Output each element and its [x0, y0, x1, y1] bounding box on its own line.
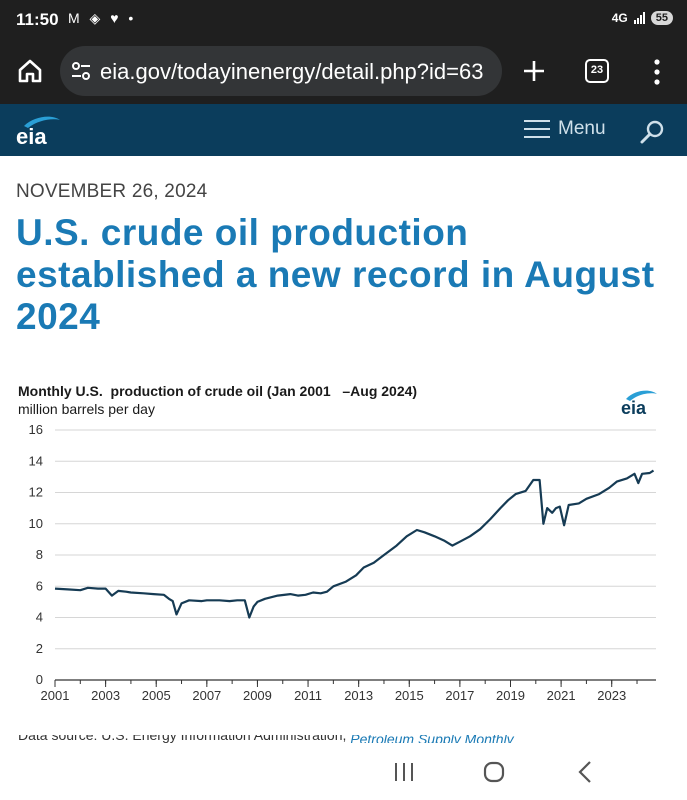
y-tick-label: 8	[36, 547, 43, 562]
home-icon[interactable]	[16, 57, 44, 85]
x-tick-label: 2011	[294, 688, 322, 703]
menu-label: Menu	[558, 118, 606, 139]
y-tick-label: 0	[36, 672, 43, 687]
back-icon[interactable]	[575, 759, 595, 785]
recents-icon[interactable]	[393, 761, 415, 783]
y-tick-label: 4	[36, 610, 43, 625]
source-prefix: Data source: U.S. Energy Information Adm…	[18, 735, 351, 743]
browser-toolbar: eia.gov/todayinenergy/detail.php?id=63 2…	[0, 40, 687, 104]
chart-logo-text: eia	[621, 398, 647, 417]
notification-icons: M ◈ ♥ •	[68, 10, 137, 26]
tune-icon[interactable]	[70, 60, 92, 82]
series-line	[54, 469, 655, 619]
y-tick-label: 2	[36, 641, 43, 656]
x-tick-label: 2013	[344, 688, 373, 703]
tabs-icon[interactable]: 23	[585, 59, 609, 83]
y-tick-label: 10	[29, 516, 43, 531]
menu-button[interactable]: Menu	[524, 118, 606, 140]
system-nav-bar	[0, 744, 687, 800]
x-tick-label: 2001	[41, 688, 70, 703]
source-link[interactable]: Petroleum Supply Monthly	[350, 735, 514, 743]
production-line-chart: 0 2 4 6 8 10 12 14 16 2001 2003 2005 2007 2009 2011 201…	[29, 422, 656, 703]
plus-icon[interactable]	[521, 56, 547, 86]
x-tick-label: 2019	[496, 688, 525, 703]
x-tick-label: 2003	[91, 688, 120, 703]
x-tick-label: 2021	[547, 688, 576, 703]
hamburger-icon	[524, 120, 550, 138]
battery-icon: 55	[650, 11, 673, 25]
site-header: eia Menu	[0, 104, 687, 156]
article-title: U.S. crude oil production established a …	[16, 212, 655, 337]
y-tick-label: 16	[29, 422, 43, 437]
x-tick-label: 2017	[445, 688, 474, 703]
y-tick-label: 12	[29, 485, 43, 500]
x-tick-label: 2005	[142, 688, 171, 703]
status-bar: 11:50 M ◈ ♥ • 4G 55	[0, 0, 687, 40]
status-time: 11:50	[16, 10, 59, 29]
chart-unit-label: million barrels per day	[18, 401, 155, 417]
y-tick-label: 6	[36, 578, 43, 593]
source-note: Data source: U.S. Energy Information Adm…	[18, 735, 618, 743]
search-icon[interactable]	[638, 118, 666, 146]
signal-icon	[633, 12, 645, 24]
url-bar[interactable]: eia.gov/todayinenergy/detail.php?id=63	[60, 46, 502, 96]
chart-title: Monthly U.S. production of crude oil (Ja…	[18, 383, 418, 399]
x-tick-label: 2015	[395, 688, 424, 703]
status-right: 4G 55	[612, 11, 673, 25]
network-type: 4G	[611, 11, 628, 25]
more-vert-icon[interactable]	[650, 57, 664, 87]
article-date: NOVEMBER 26, 2024	[16, 181, 208, 202]
y-tick-label: 14	[29, 453, 43, 468]
eia-chart-logo: eia	[621, 390, 657, 417]
url-text[interactable]: eia.gov/todayinenergy/detail.php?id=63	[100, 59, 484, 84]
eia-logo[interactable]: eia	[16, 112, 64, 148]
x-tick-label: 2023	[597, 688, 626, 703]
x-tick-label: 2007	[192, 688, 221, 703]
home-circle-icon[interactable]	[482, 760, 506, 784]
logo-text: eia	[16, 124, 47, 148]
x-tick-label: 2009	[243, 688, 272, 703]
